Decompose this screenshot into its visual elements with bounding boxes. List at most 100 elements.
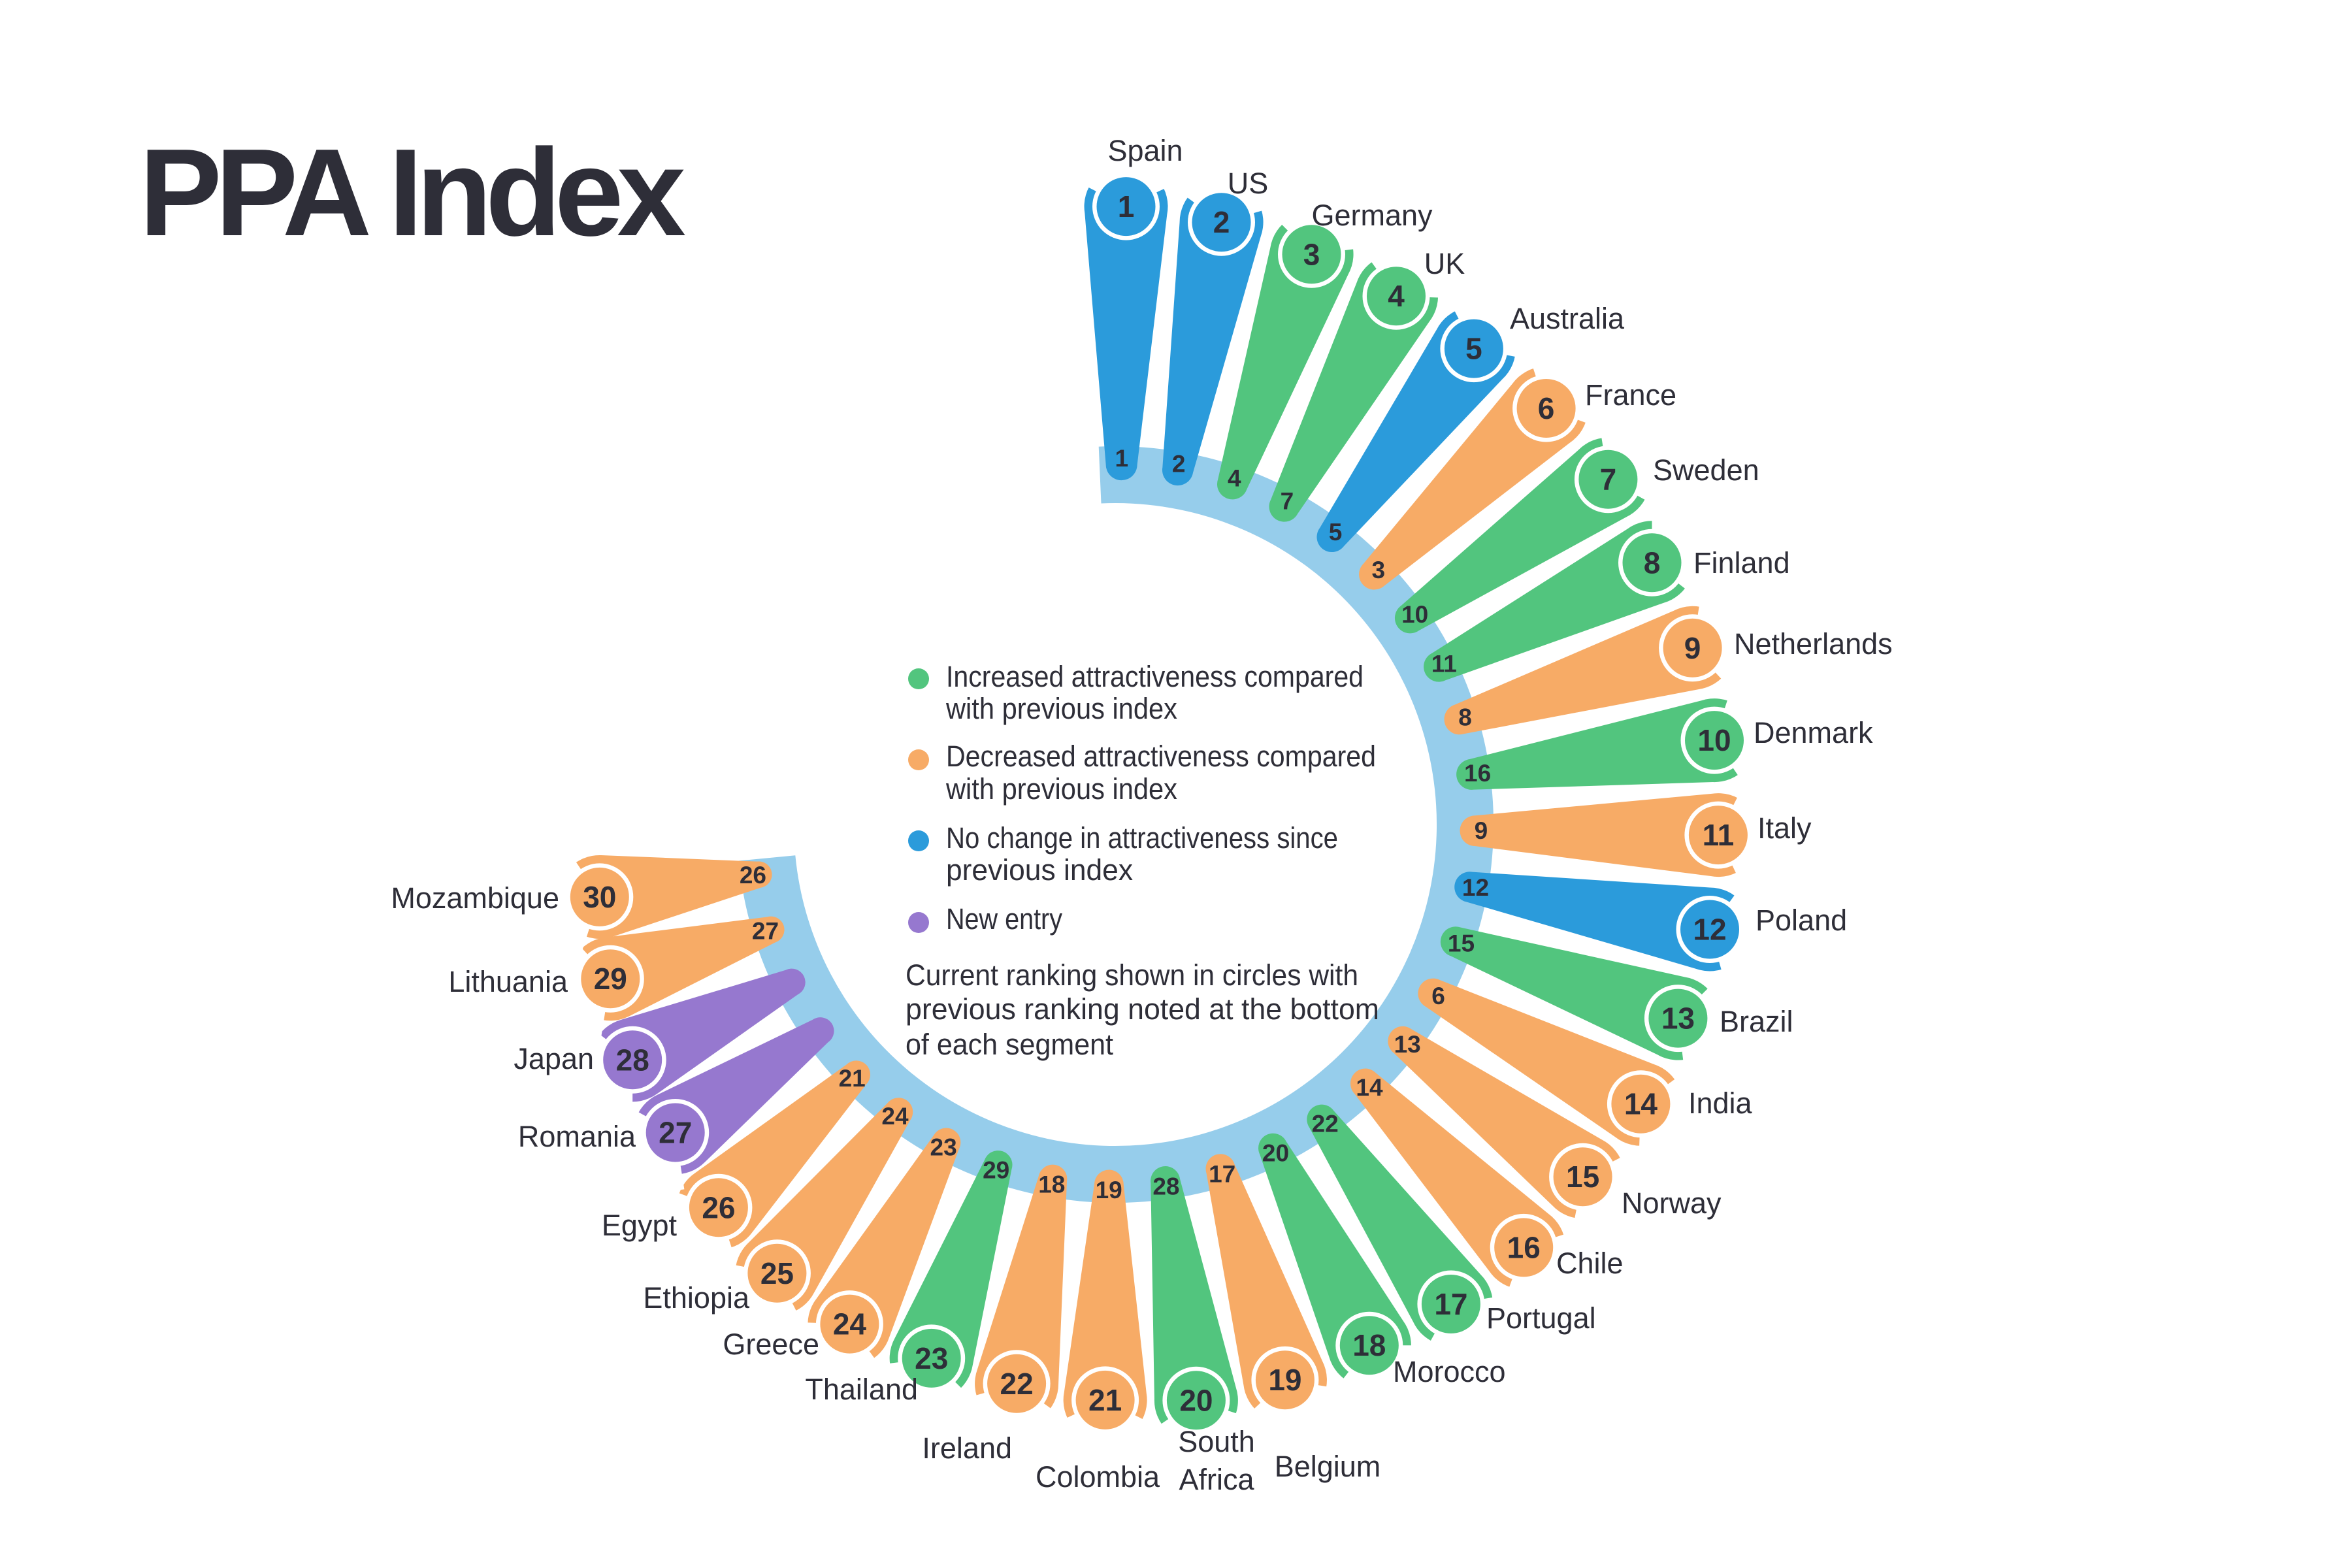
svg-text:13: 13 bbox=[1394, 1031, 1421, 1058]
svg-text:2: 2 bbox=[1172, 451, 1186, 478]
svg-text:of each segment: of each segment bbox=[906, 1028, 1113, 1061]
svg-text:India: India bbox=[1688, 1086, 1753, 1120]
svg-text:7: 7 bbox=[1281, 488, 1294, 515]
svg-text:Denmark: Denmark bbox=[1754, 716, 1873, 749]
svg-text:with previous index: with previous index bbox=[945, 772, 1177, 806]
svg-text:5: 5 bbox=[1465, 332, 1482, 366]
svg-text:9: 9 bbox=[1475, 817, 1488, 844]
svg-text:Japan: Japan bbox=[514, 1042, 594, 1075]
svg-text:No change in attractiveness si: No change in attractiveness since bbox=[946, 821, 1338, 855]
svg-text:20: 20 bbox=[1262, 1139, 1289, 1166]
svg-text:1: 1 bbox=[1115, 445, 1129, 472]
svg-text:16: 16 bbox=[1464, 760, 1491, 787]
svg-text:Increased attractiveness compa: Increased attractiveness compared bbox=[946, 660, 1364, 693]
svg-text:7: 7 bbox=[1600, 463, 1617, 497]
svg-text:US: US bbox=[1228, 167, 1269, 200]
svg-text:Italy: Italy bbox=[1757, 811, 1812, 845]
svg-text:Netherlands: Netherlands bbox=[1734, 627, 1893, 661]
svg-text:Portugal: Portugal bbox=[1486, 1301, 1596, 1335]
svg-text:Brazil: Brazil bbox=[1720, 1005, 1793, 1038]
svg-text:Poland: Poland bbox=[1756, 904, 1847, 937]
svg-text:previous index: previous index bbox=[946, 853, 1133, 887]
svg-text:3: 3 bbox=[1303, 237, 1320, 271]
svg-text:5: 5 bbox=[1329, 519, 1343, 546]
svg-text:24: 24 bbox=[881, 1103, 909, 1130]
svg-text:29: 29 bbox=[983, 1157, 1009, 1184]
svg-text:8: 8 bbox=[1644, 546, 1661, 580]
svg-text:27: 27 bbox=[659, 1116, 692, 1150]
svg-text:2: 2 bbox=[1213, 205, 1230, 239]
svg-text:18: 18 bbox=[1038, 1171, 1065, 1198]
svg-text:Morocco: Morocco bbox=[1393, 1355, 1506, 1388]
svg-text:Germany: Germany bbox=[1311, 199, 1433, 232]
svg-text:Chile: Chile bbox=[1556, 1247, 1624, 1280]
svg-text:Thailand: Thailand bbox=[805, 1373, 918, 1406]
svg-text:17: 17 bbox=[1209, 1161, 1235, 1188]
svg-text:12: 12 bbox=[1693, 913, 1726, 947]
svg-text:Current ranking shown in circl: Current ranking shown in circles with bbox=[906, 958, 1358, 992]
svg-text:29: 29 bbox=[594, 962, 627, 996]
svg-text:18: 18 bbox=[1352, 1328, 1386, 1362]
svg-text:Sweden: Sweden bbox=[1653, 453, 1759, 487]
svg-text:New entry: New entry bbox=[946, 902, 1062, 936]
svg-text:Colombia: Colombia bbox=[1036, 1460, 1160, 1494]
svg-text:21: 21 bbox=[839, 1065, 866, 1092]
svg-text:15: 15 bbox=[1448, 930, 1475, 956]
svg-text:Egypt: Egypt bbox=[602, 1209, 678, 1242]
svg-text:21: 21 bbox=[1088, 1383, 1122, 1417]
svg-text:UK: UK bbox=[1424, 247, 1465, 280]
svg-text:10: 10 bbox=[1401, 601, 1428, 628]
svg-text:30: 30 bbox=[583, 880, 616, 914]
svg-text:27: 27 bbox=[752, 918, 779, 945]
svg-text:17: 17 bbox=[1434, 1287, 1467, 1321]
svg-text:Belgium: Belgium bbox=[1275, 1450, 1381, 1483]
svg-text:Greece: Greece bbox=[723, 1328, 819, 1361]
svg-text:26: 26 bbox=[740, 862, 766, 889]
svg-text:Mozambique: Mozambique bbox=[391, 881, 559, 915]
svg-text:19: 19 bbox=[1096, 1177, 1122, 1203]
svg-text:1: 1 bbox=[1118, 189, 1135, 223]
svg-text:4: 4 bbox=[1228, 465, 1241, 492]
svg-text:28: 28 bbox=[616, 1043, 649, 1077]
svg-text:19: 19 bbox=[1268, 1363, 1301, 1397]
svg-text:France: France bbox=[1585, 378, 1676, 412]
svg-text:South: South bbox=[1178, 1425, 1255, 1458]
svg-text:14: 14 bbox=[1624, 1087, 1658, 1121]
svg-text:Romania: Romania bbox=[518, 1120, 636, 1153]
svg-text:Ireland: Ireland bbox=[922, 1431, 1012, 1465]
svg-text:6: 6 bbox=[1538, 391, 1555, 425]
svg-text:6: 6 bbox=[1431, 983, 1445, 1009]
svg-text:28: 28 bbox=[1152, 1173, 1179, 1200]
svg-text:24: 24 bbox=[833, 1307, 867, 1341]
svg-text:10: 10 bbox=[1697, 723, 1731, 757]
svg-text:11: 11 bbox=[1703, 818, 1735, 852]
svg-text:Ethiopia: Ethiopia bbox=[643, 1281, 750, 1315]
svg-text:23: 23 bbox=[930, 1134, 957, 1161]
svg-text:3: 3 bbox=[1372, 557, 1386, 583]
svg-text:14: 14 bbox=[1356, 1074, 1383, 1101]
svg-text:Spain: Spain bbox=[1107, 134, 1183, 167]
svg-text:Africa: Africa bbox=[1179, 1463, 1254, 1496]
svg-text:20: 20 bbox=[1179, 1383, 1213, 1417]
svg-text:25: 25 bbox=[760, 1256, 794, 1290]
svg-text:8: 8 bbox=[1458, 704, 1472, 730]
svg-text:15: 15 bbox=[1566, 1160, 1599, 1194]
svg-text:Australia: Australia bbox=[1510, 302, 1625, 335]
svg-text:with previous index: with previous index bbox=[945, 692, 1177, 725]
svg-text:Norway: Norway bbox=[1622, 1186, 1722, 1220]
svg-text:16: 16 bbox=[1507, 1230, 1541, 1264]
svg-text:22: 22 bbox=[1312, 1111, 1339, 1137]
svg-text:23: 23 bbox=[915, 1341, 948, 1375]
svg-text:previous ranking noted at the: previous ranking noted at the bottom bbox=[906, 992, 1379, 1026]
svg-text:11: 11 bbox=[1431, 651, 1457, 678]
svg-text:9: 9 bbox=[1684, 631, 1701, 665]
svg-text:26: 26 bbox=[702, 1190, 735, 1224]
svg-text:PPA Index: PPA Index bbox=[139, 123, 685, 262]
svg-text:Decreased attractiveness compa: Decreased attractiveness compared bbox=[946, 740, 1376, 773]
svg-text:13: 13 bbox=[1661, 1002, 1695, 1036]
svg-text:22: 22 bbox=[1000, 1367, 1034, 1401]
svg-text:Lithuania: Lithuania bbox=[448, 965, 568, 998]
svg-text:12: 12 bbox=[1462, 874, 1489, 901]
svg-text:4: 4 bbox=[1388, 279, 1405, 313]
svg-text:Finland: Finland bbox=[1693, 546, 1790, 580]
